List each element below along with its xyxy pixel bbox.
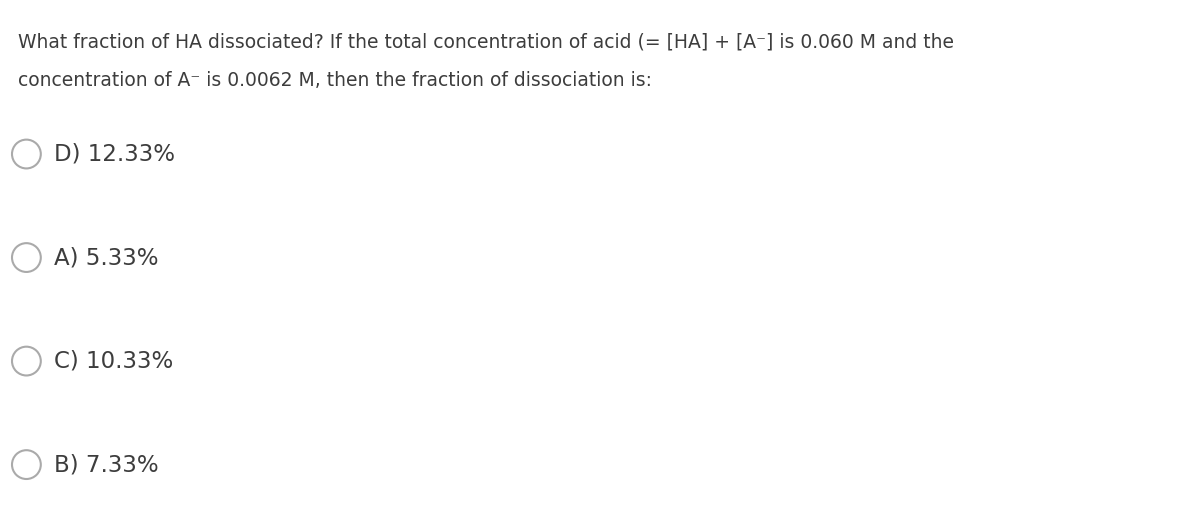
- Text: What fraction of HA dissociated? If the total concentration of acid (= [HA] + [A: What fraction of HA dissociated? If the …: [18, 33, 954, 52]
- Text: D) 12.33%: D) 12.33%: [54, 142, 175, 166]
- Text: C) 10.33%: C) 10.33%: [54, 349, 173, 373]
- Text: A) 5.33%: A) 5.33%: [54, 246, 158, 269]
- Text: concentration of A⁻ is 0.0062 M, then the fraction of dissociation is:: concentration of A⁻ is 0.0062 M, then th…: [18, 71, 652, 90]
- Text: B) 7.33%: B) 7.33%: [54, 453, 158, 476]
